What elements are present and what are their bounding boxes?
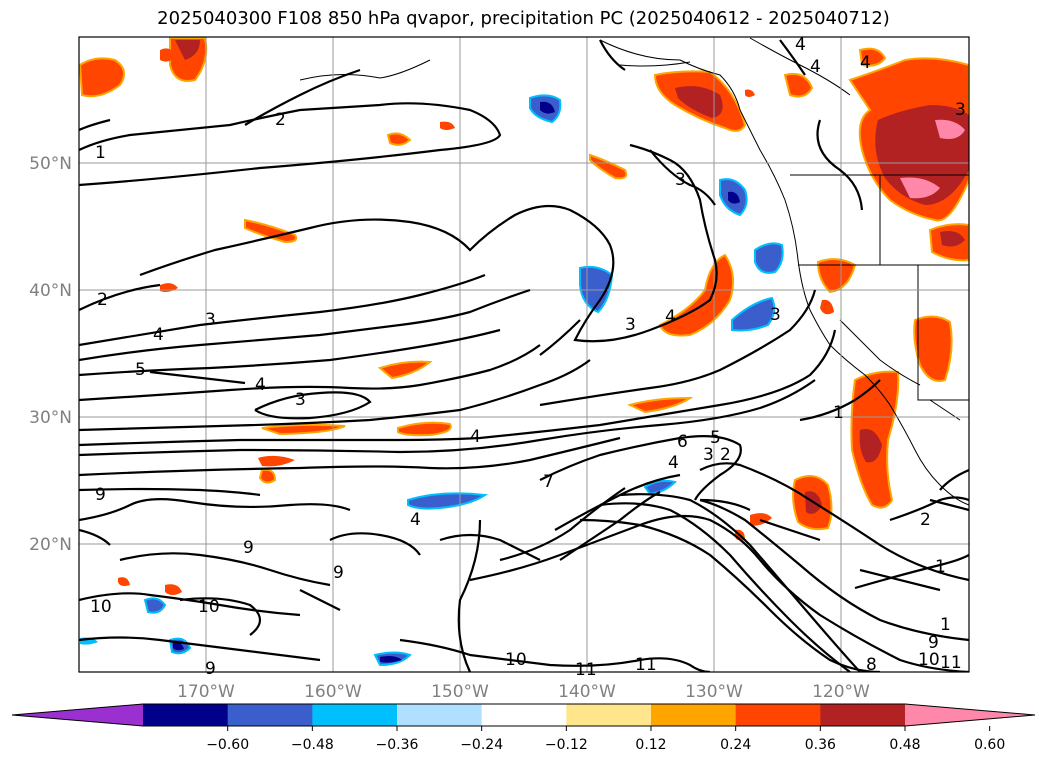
colorbar-segment bbox=[651, 704, 737, 726]
colorbar-segment bbox=[397, 704, 483, 726]
colorbar-extend-low bbox=[12, 704, 143, 726]
lon-label: 140°W bbox=[558, 682, 616, 702]
colorbar-segment bbox=[481, 704, 567, 726]
colorbar-tick-label: −0.36 bbox=[376, 737, 419, 753]
contour-label: 5 bbox=[710, 428, 721, 448]
contour-label: 9 bbox=[333, 563, 344, 583]
colorbar bbox=[11, 703, 1036, 727]
contour-label: 4 bbox=[255, 375, 266, 395]
precip-negative-areas bbox=[80, 94, 784, 667]
colorbar-tick-label: 0.12 bbox=[635, 737, 666, 753]
contour-label: 5 bbox=[135, 360, 146, 380]
contour-label: 3 bbox=[205, 310, 216, 330]
contour-label: 4 bbox=[470, 427, 481, 447]
contour-label: 9 bbox=[928, 633, 939, 653]
contour-label: 4 bbox=[153, 325, 164, 345]
contour-label: 8 bbox=[866, 655, 877, 675]
map-title: 2025040300 F108 850 hPa qvapor, precipit… bbox=[157, 8, 890, 29]
contour-label: 9 bbox=[95, 485, 106, 505]
colorbar-extend-high bbox=[905, 704, 1035, 726]
colorbar-tick-label: −0.12 bbox=[545, 737, 588, 753]
contour-label: 11 bbox=[940, 653, 962, 673]
contour-label: 2 bbox=[720, 445, 731, 465]
colorbar-tick-label: 0.36 bbox=[805, 737, 836, 753]
contour-label: 4 bbox=[665, 307, 676, 327]
contour-label: 2 bbox=[275, 110, 286, 130]
colorbar-tick-label: −0.48 bbox=[291, 737, 334, 753]
coastlines bbox=[299, 37, 969, 506]
contour-label: 7 bbox=[543, 472, 554, 492]
contour-label: 3 bbox=[625, 315, 636, 335]
contour-label: 10 bbox=[918, 650, 940, 670]
colorbar-outline bbox=[11, 703, 1036, 727]
contour-label: 1 bbox=[935, 557, 946, 577]
colorbar-tick-label: 0.48 bbox=[889, 737, 920, 753]
colorbar-segment bbox=[312, 704, 398, 726]
gridlines bbox=[79, 37, 969, 672]
contour-label: 3 bbox=[295, 390, 306, 410]
contour-label: 3 bbox=[955, 100, 966, 120]
lon-label: 170°W bbox=[177, 682, 235, 702]
colorbar-segment bbox=[143, 704, 229, 726]
contour-label: 1 bbox=[95, 143, 106, 163]
contour-label: 4 bbox=[410, 510, 421, 530]
lon-label: 130°W bbox=[685, 682, 743, 702]
colorbar-tick-label: −0.24 bbox=[460, 737, 503, 753]
contour-label: 4 bbox=[810, 57, 821, 77]
contour-label: 1 bbox=[940, 615, 951, 635]
contour-label: 11 bbox=[575, 660, 597, 680]
colorbar-segment bbox=[735, 704, 821, 726]
lat-label: 40°N bbox=[29, 281, 72, 301]
qvapor-contours bbox=[79, 39, 969, 672]
contour-label: 10 bbox=[505, 650, 527, 670]
contour-label: 3 bbox=[675, 170, 686, 190]
colorbar-tick-label: 0.24 bbox=[720, 737, 751, 753]
lat-label: 50°N bbox=[29, 154, 72, 174]
lat-label: 30°N bbox=[29, 408, 72, 428]
map-frame bbox=[78, 36, 970, 673]
contour-label: 10 bbox=[90, 597, 112, 617]
contour-label: 2 bbox=[97, 290, 108, 310]
contour-label: 4 bbox=[860, 53, 871, 73]
contour-label: 2 bbox=[920, 510, 931, 530]
lat-label: 20°N bbox=[29, 535, 72, 555]
contour-label: 1 bbox=[833, 403, 844, 423]
colorbar-tick-label: 0.60 bbox=[974, 737, 1005, 753]
contour-label-group: 1 2 2 3 3 3 4 4 4 4 5 4 3 3 4 6 5 4 3 2 … bbox=[90, 35, 966, 680]
contour-label: 4 bbox=[668, 453, 679, 473]
colorbar-segment bbox=[566, 704, 652, 726]
contour-label: 9 bbox=[205, 659, 216, 679]
latitude-labels: 50°N 40°N 30°N 20°N bbox=[29, 154, 72, 555]
contour-label: 3 bbox=[770, 305, 781, 325]
lon-label: 160°W bbox=[304, 682, 362, 702]
contour-label: 11 bbox=[635, 655, 657, 675]
contour-label: 6 bbox=[677, 432, 688, 452]
contour-label: 10 bbox=[198, 597, 220, 617]
colorbar-segment bbox=[227, 704, 313, 726]
longitude-labels: 170°W 160°W 150°W 140°W 130°W 120°W bbox=[177, 682, 870, 702]
contour-label: 4 bbox=[795, 35, 806, 55]
lon-label: 150°W bbox=[431, 682, 489, 702]
colorbar-tick-label: −0.60 bbox=[206, 737, 249, 753]
colorbar-segment bbox=[820, 704, 906, 726]
contour-label: 9 bbox=[243, 538, 254, 558]
contour-label: 3 bbox=[703, 445, 714, 465]
colorbar-ticks: −0.60 −0.48 −0.36 −0.24 −0.12 0.12 0.24 0.36 0.4… bbox=[206, 726, 1005, 753]
lon-label: 120°W bbox=[812, 682, 870, 702]
